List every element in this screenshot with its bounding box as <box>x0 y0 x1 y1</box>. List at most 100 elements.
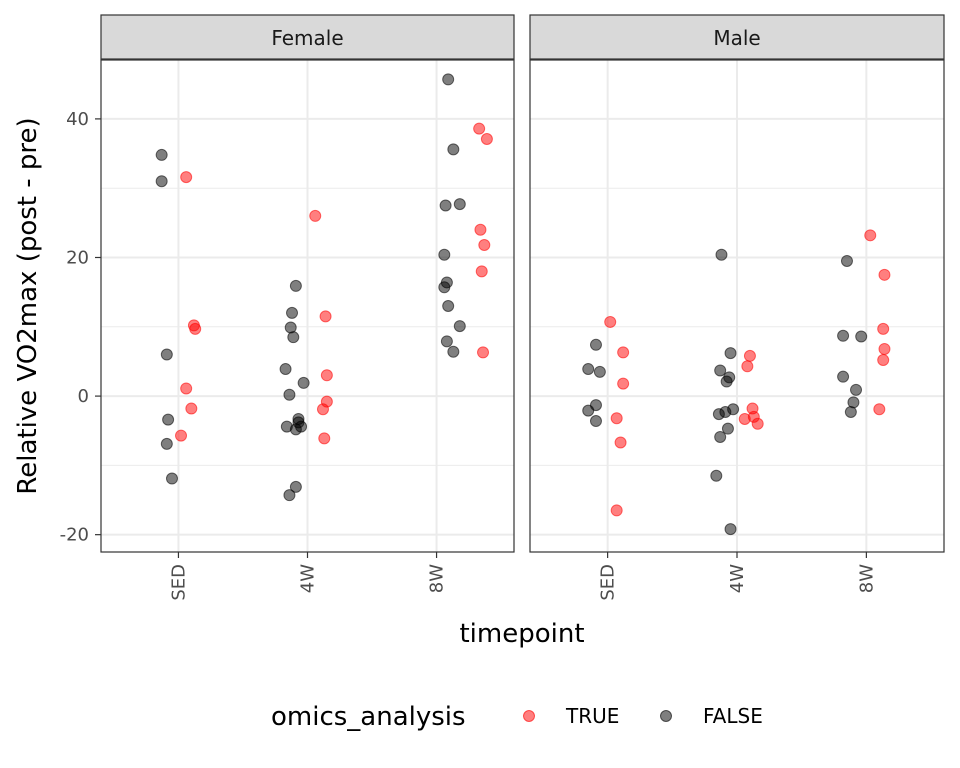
data-point <box>289 423 302 436</box>
data-point <box>850 383 863 396</box>
data-point <box>438 281 451 294</box>
data-point <box>160 348 173 361</box>
data-point <box>877 322 890 335</box>
x-tick-label: SED <box>168 564 189 601</box>
facet-male: Male <box>529 14 945 553</box>
y-tick-label: -20 <box>60 525 89 546</box>
data-point <box>604 315 617 328</box>
data-point <box>320 369 333 382</box>
data-point <box>438 248 451 261</box>
data-point <box>724 347 737 360</box>
data-point <box>617 377 630 390</box>
strip-label-female: Female <box>271 26 343 50</box>
data-point <box>477 346 490 359</box>
data-point <box>741 360 754 373</box>
data-point <box>185 402 198 415</box>
data-point <box>283 489 296 502</box>
data-point <box>877 354 890 367</box>
data-point <box>442 73 455 86</box>
data-point <box>714 430 727 443</box>
data-point <box>439 199 452 212</box>
data-point <box>878 268 891 281</box>
x-tick-label: SED <box>598 564 619 601</box>
x-tick-label: 4W <box>298 564 319 593</box>
data-point <box>309 209 322 222</box>
data-point <box>480 132 493 145</box>
y-axis-ticks: -20 0 20 40 <box>60 109 101 546</box>
data-point <box>864 229 877 242</box>
data-point <box>478 239 491 252</box>
data-point <box>743 349 756 362</box>
data-point <box>453 320 466 333</box>
x-axis-ticks: SED 4W 8W SED 4W 8W <box>168 552 877 601</box>
data-point <box>289 279 302 292</box>
data-point <box>447 143 460 156</box>
data-point <box>180 382 193 395</box>
data-point <box>837 329 850 342</box>
data-point <box>837 370 850 383</box>
data-point <box>473 122 486 135</box>
data-point <box>297 376 310 389</box>
data-point <box>582 404 595 417</box>
data-point <box>738 412 751 425</box>
y-axis-title: Relative VO2max (post - pre) <box>13 117 43 494</box>
strip-male <box>529 14 945 60</box>
panel-male <box>529 58 945 553</box>
y-tick-label: 40 <box>66 109 89 130</box>
facet-female: Female <box>100 14 515 553</box>
strip-female <box>100 14 515 60</box>
legend-label-false: FALSE <box>703 704 763 728</box>
data-point <box>751 417 764 430</box>
data-point <box>440 335 453 348</box>
data-point <box>589 415 602 428</box>
data-point <box>720 375 733 388</box>
data-point <box>844 406 857 419</box>
strip-label-male: Male <box>713 26 760 50</box>
data-point <box>855 330 868 343</box>
legend-title: omics_analysis <box>271 702 466 732</box>
data-point <box>712 408 725 421</box>
legend-key-false <box>660 710 672 722</box>
data-point <box>873 403 886 416</box>
data-point <box>175 429 188 442</box>
x-tick-label: 8W <box>427 564 448 593</box>
data-point <box>715 248 728 261</box>
x-axis-title: timepoint <box>459 619 584 649</box>
data-point <box>721 422 734 435</box>
x-tick-label: 4W <box>727 564 748 593</box>
data-point <box>475 265 488 278</box>
data-point <box>710 469 723 482</box>
data-point <box>165 472 178 485</box>
data-point <box>840 254 853 267</box>
y-tick-label: 20 <box>66 247 89 268</box>
data-point <box>318 432 331 445</box>
data-point <box>447 345 460 358</box>
data-point <box>453 198 466 211</box>
data-point <box>714 364 727 377</box>
data-point <box>582 363 595 376</box>
y-tick-label: 0 <box>78 386 89 407</box>
data-point <box>724 523 737 536</box>
data-point <box>162 413 175 426</box>
data-point <box>155 148 168 161</box>
x-tick-label: 8W <box>856 564 877 593</box>
data-point <box>279 363 292 376</box>
data-point <box>610 504 623 517</box>
data-point <box>286 306 299 319</box>
data-point <box>283 388 296 401</box>
data-point <box>319 310 332 323</box>
data-point <box>180 171 193 184</box>
data-point <box>474 223 487 236</box>
data-point <box>614 436 627 449</box>
data-point <box>289 480 302 493</box>
data-point <box>878 342 891 355</box>
data-point <box>287 331 300 344</box>
data-point <box>442 300 455 312</box>
panel-female <box>100 58 515 553</box>
data-point <box>617 346 630 359</box>
legend-label-true: TRUE <box>565 704 619 728</box>
data-point <box>155 175 168 188</box>
data-point <box>589 338 602 351</box>
data-point <box>160 437 173 450</box>
